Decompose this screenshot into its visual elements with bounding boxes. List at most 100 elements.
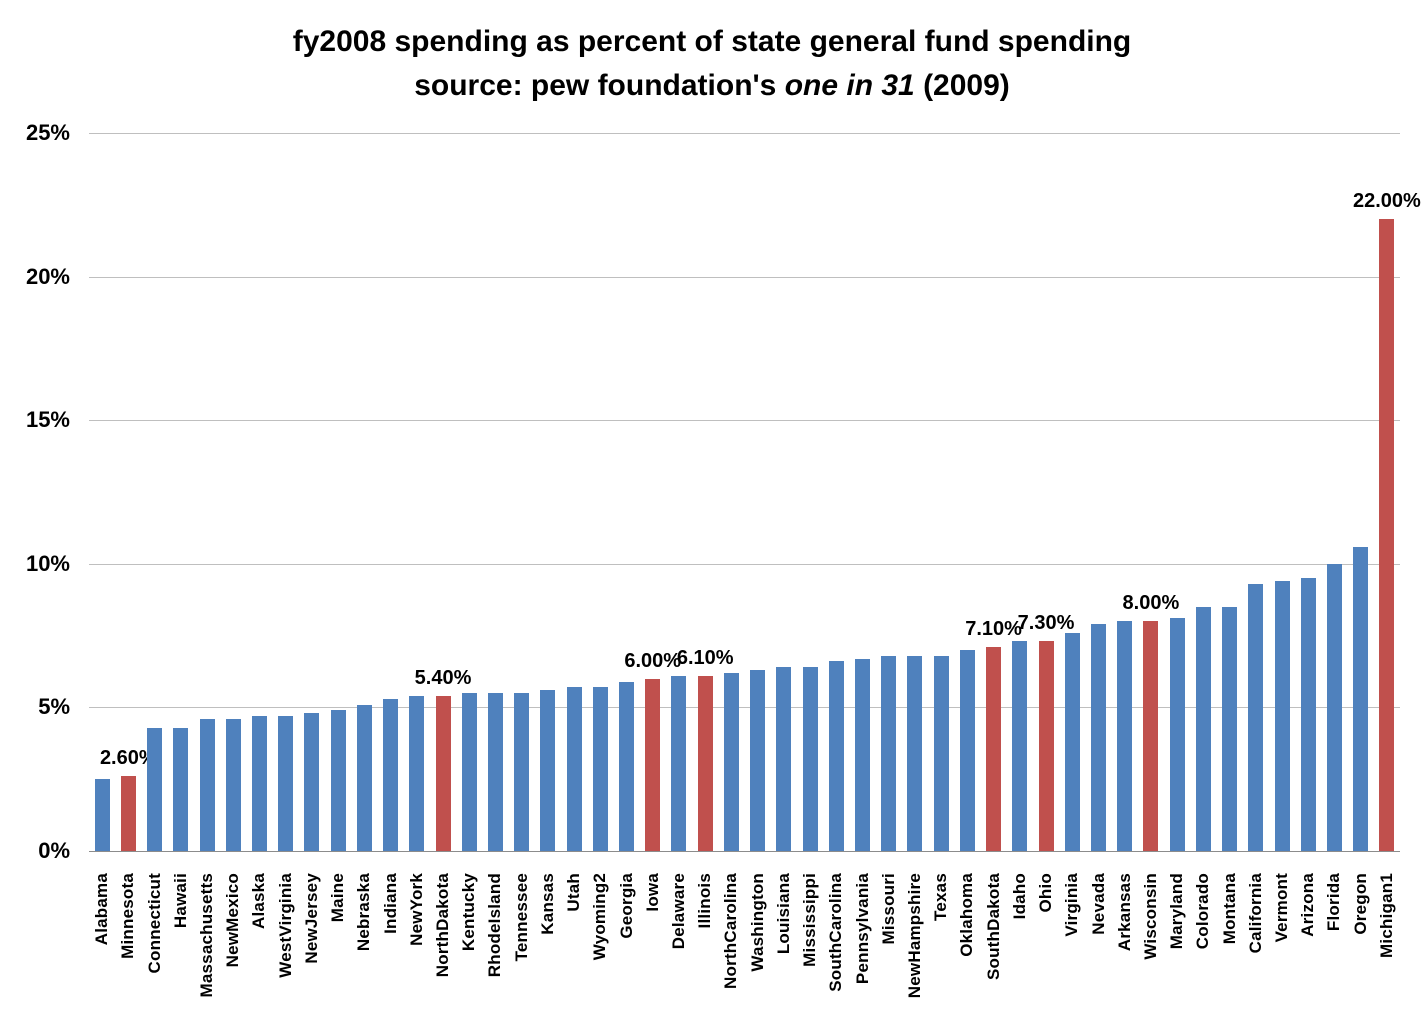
bar-NewHampshire [907, 655, 923, 851]
x-axis-label-NewYork: NewYork [406, 873, 426, 946]
bar-Hawaii [173, 727, 189, 851]
x-axis-label-Oklahoma: Oklahoma [957, 873, 977, 957]
bar-Nebraska [356, 704, 372, 851]
bar-Indiana [383, 698, 398, 851]
x-axis-label-Alaska: Alaska [249, 873, 269, 930]
x-axis-label-Pennsylvania: Pennsylvania [852, 873, 872, 985]
bar-Maine [330, 710, 346, 851]
bar-Wisconsin [1143, 621, 1159, 851]
y-axis-tick-label: 20% [25, 264, 70, 289]
gridline [89, 277, 1400, 278]
data-label-Minnesota: 2.60% [99, 747, 157, 770]
x-axis-label-Maryland: Maryland [1167, 873, 1187, 950]
bar-Texas [933, 655, 949, 851]
x-axis-label-Delaware: Delaware [668, 873, 688, 950]
data-label-Wisconsin: 8.00% [1122, 592, 1180, 615]
x-axis-label-Oregon: Oregon [1350, 873, 1370, 935]
gridline [89, 564, 1400, 565]
bar-NewYork [409, 695, 425, 851]
bar-Alaska [251, 716, 267, 851]
x-axis-label-Vermont: Vermont [1272, 873, 1291, 943]
bar-NorthDakota [435, 695, 451, 851]
y-axis-tick-label: 0% [38, 838, 70, 863]
bar-Illinois [697, 675, 713, 851]
bar-Iowa [645, 678, 661, 851]
plot-area: 2.60% 5.40% 6.00% 6.10% 7.10% 7.30% 8.00% 22.00… [89, 133, 1421, 852]
x-axis-label-Indiana: Indiana [380, 873, 400, 934]
x-axis-label-Massachusetts: Massachusetts [197, 873, 216, 998]
bar-Ohio [1038, 641, 1054, 851]
bar-Kansas [540, 690, 556, 851]
chart-title-line2-prefix: source: pew foundation's [414, 69, 785, 102]
y-axis-tick-label: 15% [25, 407, 70, 432]
bar-NewMexico [225, 718, 241, 851]
x-axis-label-Wyoming2: Wyoming2 [590, 873, 610, 961]
x-axis-label-Arkansas: Arkansas [1114, 873, 1134, 952]
x-axis-label-Nevada: Nevada [1088, 873, 1108, 935]
bar-RhodeIsland [487, 693, 503, 851]
gridline [89, 707, 1400, 708]
data-label-Michigan1: 22.00% [1352, 190, 1421, 213]
bar-Michigan1 [1379, 219, 1395, 851]
x-axis-label-NorthDakota: NorthDakota [433, 873, 452, 978]
bar-California [1248, 583, 1264, 851]
data-label-Illinois: 6.10% [676, 646, 734, 669]
x-axis-label-Idaho: Idaho [1009, 873, 1029, 920]
x-axis-label-Utah: Utah [564, 873, 584, 912]
bar-Florida [1326, 563, 1342, 851]
x-axis-label-Missouri: Missouri [878, 873, 898, 945]
bar-Kentucky [461, 693, 477, 851]
bar-Alabama [94, 779, 110, 851]
x-axis-label-Minnesota: Minnesota [118, 873, 138, 959]
bar-NewJersey [304, 713, 320, 851]
data-label-SouthDakota: 7.10% [965, 618, 1022, 641]
bar-Idaho [1012, 641, 1028, 851]
x-axis-label-Maine: Maine [328, 873, 348, 923]
x-axis-label-Kansas: Kansas [537, 873, 557, 935]
bar-Tennessee [514, 693, 530, 851]
bar-Pennsylvania [855, 658, 870, 851]
bar-Vermont [1274, 581, 1290, 851]
x-axis-label-NewHampshire: NewHampshire [904, 873, 924, 999]
x-axis-label-NewMexico: NewMexico [223, 873, 243, 968]
x-axis-label-Ohio: Ohio [1036, 873, 1055, 913]
x-axis-line [89, 851, 1400, 852]
bar-Virginia [1064, 632, 1080, 851]
bar-Utah [566, 687, 582, 851]
x-axis-label-Louisiana: Louisiana [773, 873, 793, 955]
gridline [89, 420, 1400, 421]
x-axis-label-California: California [1245, 873, 1265, 954]
bar-Colorado [1195, 606, 1211, 851]
y-axis-tick-label: 5% [38, 694, 70, 719]
x-axis-label-Washington: Washington [747, 873, 767, 972]
bar-Louisiana [776, 667, 792, 851]
x-axis-label-Texas: Texas [931, 873, 951, 921]
y-axis-tick-label: 10% [25, 551, 70, 576]
bar-SouthCarolina [828, 661, 844, 851]
bar-Massachusetts [199, 718, 215, 851]
bar-Delaware [671, 675, 687, 851]
x-axis-label-Montana: Montana [1219, 873, 1239, 945]
x-axis-label-Wisconsin: Wisconsin [1140, 873, 1160, 960]
chart-title-line2-italic: one in 31 [784, 69, 915, 102]
x-axis-label-RhodeIsland: RhodeIsland [485, 873, 505, 978]
bar-Arizona [1300, 578, 1316, 851]
x-axis-label-NewJersey: NewJersey [301, 873, 321, 964]
x-axis-label-Georgia: Georgia [616, 873, 636, 939]
x-axis-label-Florida: Florida [1324, 873, 1344, 932]
bar-Connecticut [147, 727, 162, 851]
x-axis-label-Mississippi: Mississippi [800, 873, 819, 967]
x-axis-label-Hawaii: Hawaii [170, 873, 190, 929]
data-label-Ohio: 7.30% [1017, 612, 1075, 635]
x-axis-label-Alabama: Alabama [92, 873, 112, 946]
data-label-NorthDakota: 5.40% [414, 666, 472, 689]
x-axis-label-SouthCarolina: SouthCarolina [826, 873, 846, 992]
x-axis-label-Arizona: Arizona [1298, 873, 1318, 937]
bar-WestVirginia [278, 716, 294, 851]
chart-title-line1: fy2008 spending as percent of state gene… [292, 25, 1132, 58]
chart-title-line2: source: pew foundation's one in 31 (2009… [0, 64, 1424, 108]
bar-Mississippi [802, 667, 818, 851]
bar-Washington [750, 670, 766, 851]
bar-Nevada [1091, 624, 1106, 851]
x-axis-label-Iowa: Iowa [642, 873, 662, 912]
